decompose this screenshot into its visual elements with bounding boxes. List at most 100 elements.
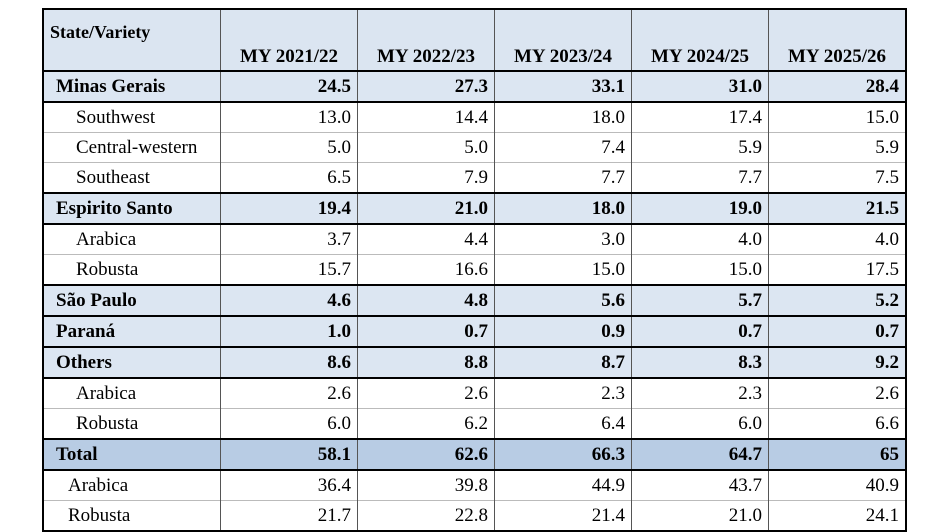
row-label: São Paulo: [42, 284, 221, 317]
table-row: São Paulo 4.6 4.8 5.6 5.7 5.2: [42, 284, 907, 317]
value-cell: 5.0: [220, 132, 358, 163]
value-cell: 58.1: [220, 438, 358, 471]
value-cell: 0.9: [494, 315, 632, 348]
value-cell: 7.7: [494, 162, 632, 193]
row-label: Central-western: [42, 132, 221, 163]
row-label: Minas Gerais: [42, 70, 221, 103]
value-cell: 21.4: [494, 500, 632, 531]
value-cell: 62.6: [357, 438, 495, 471]
header-cell: MY 2024/25: [631, 9, 769, 71]
value-cell: 66.3: [494, 438, 632, 471]
value-cell: 8.6: [220, 346, 358, 379]
row-label: Espirito Santo: [42, 192, 221, 225]
table-row: Southeast 6.5 7.9 7.7 7.7 7.5: [42, 162, 907, 193]
row-label: Arabica: [42, 469, 221, 501]
row-label: Others: [42, 346, 221, 379]
value-cell: 17.5: [768, 254, 907, 285]
row-label: Robusta: [42, 408, 221, 439]
value-cell: 4.0: [768, 223, 907, 255]
value-cell: 13.0: [220, 101, 358, 133]
table-row: Robusta 6.0 6.2 6.4 6.0 6.6: [42, 408, 907, 439]
table-row: Arabica 2.6 2.6 2.3 2.3 2.6: [42, 377, 907, 409]
table-row: Arabica 3.7 4.4 3.0 4.0 4.0: [42, 223, 907, 255]
header-cell: MY 2021/22: [220, 9, 358, 71]
table-row: Total 58.1 62.6 66.3 64.7 65: [42, 438, 907, 471]
value-cell: 21.5: [768, 192, 907, 225]
value-cell: 19.0: [631, 192, 769, 225]
row-label: Southwest: [42, 101, 221, 133]
value-cell: 2.3: [631, 377, 769, 409]
value-cell: 7.5: [768, 162, 907, 193]
table-row: Paraná 1.0 0.7 0.9 0.7 0.7: [42, 315, 907, 348]
table-row: Minas Gerais 24.5 27.3 33.1 31.0 28.4: [42, 70, 907, 103]
value-cell: 44.9: [494, 469, 632, 501]
value-cell: 21.0: [357, 192, 495, 225]
value-cell: 65: [768, 438, 907, 471]
value-cell: 2.6: [768, 377, 907, 409]
value-cell: 7.7: [631, 162, 769, 193]
value-cell: 43.7: [631, 469, 769, 501]
value-cell: 0.7: [631, 315, 769, 348]
value-cell: 2.6: [357, 377, 495, 409]
value-cell: 27.3: [357, 70, 495, 103]
value-cell: 6.0: [220, 408, 358, 439]
header-cell: MY 2025/26: [768, 9, 907, 71]
value-cell: 31.0: [631, 70, 769, 103]
value-cell: 6.0: [631, 408, 769, 439]
row-label: Arabica: [42, 223, 221, 255]
value-cell: 6.2: [357, 408, 495, 439]
value-cell: 9.2: [768, 346, 907, 379]
value-cell: 40.9: [768, 469, 907, 501]
value-cell: 39.8: [357, 469, 495, 501]
value-cell: 5.9: [768, 132, 907, 163]
value-cell: 18.0: [494, 192, 632, 225]
table-row: Arabica 36.4 39.8 44.9 43.7 40.9: [42, 469, 907, 501]
value-cell: 5.2: [768, 284, 907, 317]
table-row: Robusta 21.7 22.8 21.4 21.0 24.1: [42, 500, 907, 531]
value-cell: 4.0: [631, 223, 769, 255]
value-cell: 5.9: [631, 132, 769, 163]
value-cell: 15.0: [631, 254, 769, 285]
coffee-production-table: State/Variety MY 2021/22 MY 2022/23 MY 2023…: [42, 8, 907, 532]
value-cell: 6.5: [220, 162, 358, 193]
row-label: Southeast: [42, 162, 221, 193]
value-cell: 0.7: [768, 315, 907, 348]
value-cell: 1.0: [220, 315, 358, 348]
table-header: State/Variety MY 2021/22 MY 2022/23 MY 2023…: [42, 9, 907, 71]
table-row: Southwest 13.0 14.4 18.0 17.4 15.0: [42, 101, 907, 133]
value-cell: 16.6: [357, 254, 495, 285]
table-row: Espirito Santo 19.4 21.0 18.0 19.0 21.5: [42, 192, 907, 225]
value-cell: 5.7: [631, 284, 769, 317]
header-cell: State/Variety: [42, 9, 221, 71]
value-cell: 64.7: [631, 438, 769, 471]
header-cell: MY 2023/24: [494, 9, 632, 71]
value-cell: 15.7: [220, 254, 358, 285]
value-cell: 2.6: [220, 377, 358, 409]
header-cell: MY 2022/23: [357, 9, 495, 71]
value-cell: 4.4: [357, 223, 495, 255]
value-cell: 6.6: [768, 408, 907, 439]
value-cell: 3.0: [494, 223, 632, 255]
value-cell: 24.5: [220, 70, 358, 103]
value-cell: 8.7: [494, 346, 632, 379]
value-cell: 0.7: [357, 315, 495, 348]
table-row: Others 8.6 8.8 8.7 8.3 9.2: [42, 346, 907, 379]
value-cell: 4.6: [220, 284, 358, 317]
table-row: Central-western 5.0 5.0 7.4 5.9 5.9: [42, 132, 907, 163]
value-cell: 22.8: [357, 500, 495, 531]
value-cell: 8.3: [631, 346, 769, 379]
value-cell: 17.4: [631, 101, 769, 133]
value-cell: 7.9: [357, 162, 495, 193]
value-cell: 24.1: [768, 500, 907, 531]
value-cell: 4.8: [357, 284, 495, 317]
value-cell: 19.4: [220, 192, 358, 225]
value-cell: 5.6: [494, 284, 632, 317]
row-label: Paraná: [42, 315, 221, 348]
row-label: Robusta: [42, 500, 221, 531]
value-cell: 6.4: [494, 408, 632, 439]
value-cell: 15.0: [494, 254, 632, 285]
value-cell: 15.0: [768, 101, 907, 133]
value-cell: 7.4: [494, 132, 632, 163]
value-cell: 5.0: [357, 132, 495, 163]
